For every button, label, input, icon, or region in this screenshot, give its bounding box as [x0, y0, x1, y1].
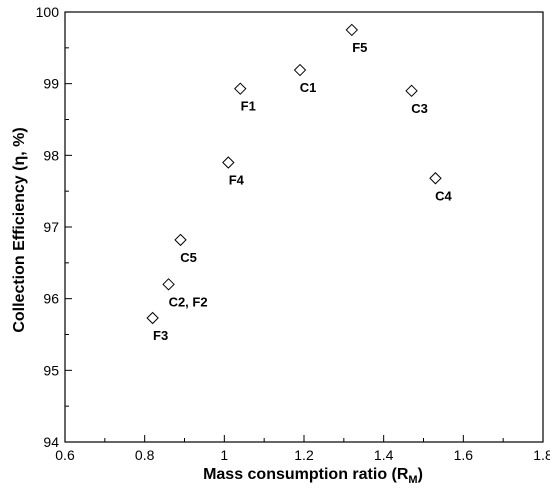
- data-point-label: F1: [241, 99, 256, 114]
- data-markers: [146, 23, 442, 325]
- y-tick-label: 99: [43, 76, 59, 92]
- y-tick-label: 100: [36, 4, 60, 20]
- x-axis-title: Mass consumption ratio (RM): [203, 466, 423, 486]
- data-point-marker: [345, 23, 359, 37]
- data-point-label: C2, F2: [169, 294, 208, 309]
- y-tick-label: 94: [43, 434, 59, 450]
- y-axis-title: Collection Efficiency (η, %): [11, 127, 28, 332]
- data-point-labels: F3 C2, F2 C5 F4 F1 C1 F5 C3 C4: [153, 40, 452, 343]
- axis-tick-labels: 0.6 0.8 1 1.2 1.4 1.6 1.8 94 95 96 97 98 99 100: [36, 4, 550, 463]
- data-point-marker: [146, 311, 159, 325]
- x-tick-label: 1: [220, 447, 228, 463]
- x-tick-label: 1.8: [533, 447, 550, 463]
- plot-frame: [64, 11, 544, 443]
- data-point-label: C4: [435, 188, 452, 203]
- data-point-marker: [429, 172, 442, 185]
- y-tick-label: 97: [43, 219, 59, 235]
- y-tick-label: 96: [43, 291, 59, 307]
- data-point-marker: [234, 82, 247, 95]
- x-tick-label: 1.2: [294, 447, 314, 463]
- data-point-marker: [222, 156, 235, 169]
- data-point-label: C1: [300, 80, 317, 95]
- data-point-label: C5: [180, 250, 197, 265]
- data-point-marker: [162, 278, 175, 291]
- x-tick-label: 0.8: [135, 447, 155, 463]
- data-point-marker: [405, 84, 418, 98]
- data-point-label: F4: [229, 173, 245, 188]
- axis-ticks: [64, 11, 544, 443]
- data-point-label: F5: [352, 40, 367, 55]
- data-point-label: F3: [153, 328, 168, 343]
- data-point-marker: [293, 63, 307, 77]
- x-tick-label: 1.4: [374, 447, 394, 463]
- x-tick-label: 1.6: [454, 447, 474, 463]
- x-tick-label: 0.6: [55, 447, 75, 463]
- y-tick-label: 98: [43, 147, 59, 163]
- data-point-marker: [174, 233, 187, 247]
- data-point-label: C3: [411, 101, 428, 116]
- y-tick-label: 95: [43, 362, 59, 378]
